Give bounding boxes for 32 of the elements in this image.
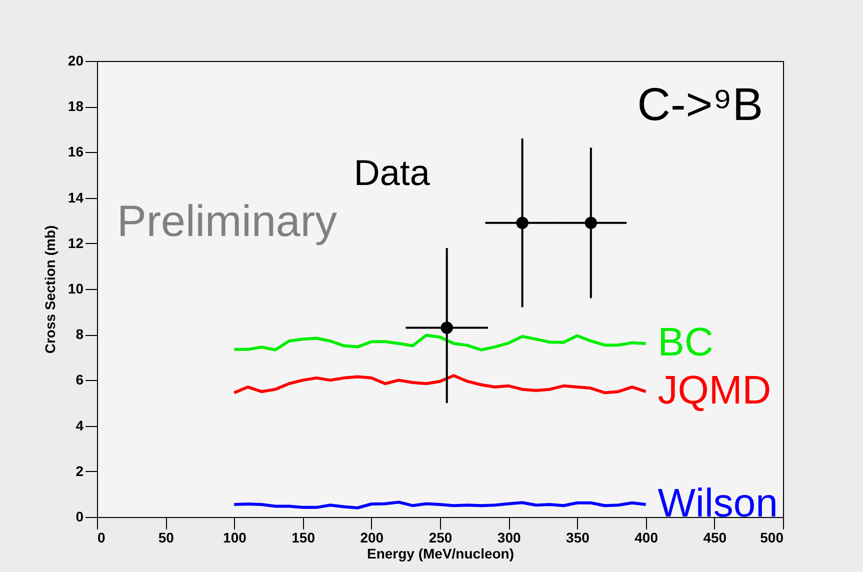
y-tick-label: 14 <box>68 189 84 206</box>
y-tick-label: 20 <box>68 52 84 68</box>
y-tick-label: 8 <box>76 326 84 342</box>
series-label: JQMD <box>658 368 772 413</box>
line-series <box>232 374 648 394</box>
x-tick-label: 300 <box>497 530 521 546</box>
x-tick-label: 50 <box>158 530 174 546</box>
x-tick-label: 500 <box>760 530 784 546</box>
y-tick-label: 2 <box>76 462 84 479</box>
y-tick-label: 18 <box>68 98 84 114</box>
annotation: C->⁹B <box>637 78 763 130</box>
text: Data <box>354 152 431 193</box>
y-tick-label: 4 <box>76 417 84 434</box>
series-label: Wilson <box>658 481 778 526</box>
y-tick-label: 0 <box>76 508 84 524</box>
x-tick-label: 0 <box>98 530 106 546</box>
x-tick-label: 350 <box>566 530 590 546</box>
x-tick-label: 200 <box>360 530 384 546</box>
y-axis-title: Cross Section (mb) <box>42 225 58 354</box>
x-tick-label: 100 <box>223 530 247 546</box>
y-tick-label: 10 <box>68 280 84 296</box>
annotation: Preliminary <box>117 197 338 246</box>
line-series <box>232 334 648 352</box>
x-tick-label: 450 <box>703 530 727 546</box>
y-tick-label: 16 <box>68 144 84 160</box>
y-tick-label: 12 <box>68 234 84 251</box>
y-tick-label: 6 <box>76 372 84 388</box>
x-tick-label: 400 <box>634 530 658 546</box>
series-label: BC <box>658 320 714 364</box>
x-tick-label: 150 <box>292 530 316 546</box>
x-axis-title: Energy (MeV/nucleon) <box>366 546 514 562</box>
x-tick-label: 250 <box>428 530 452 546</box>
